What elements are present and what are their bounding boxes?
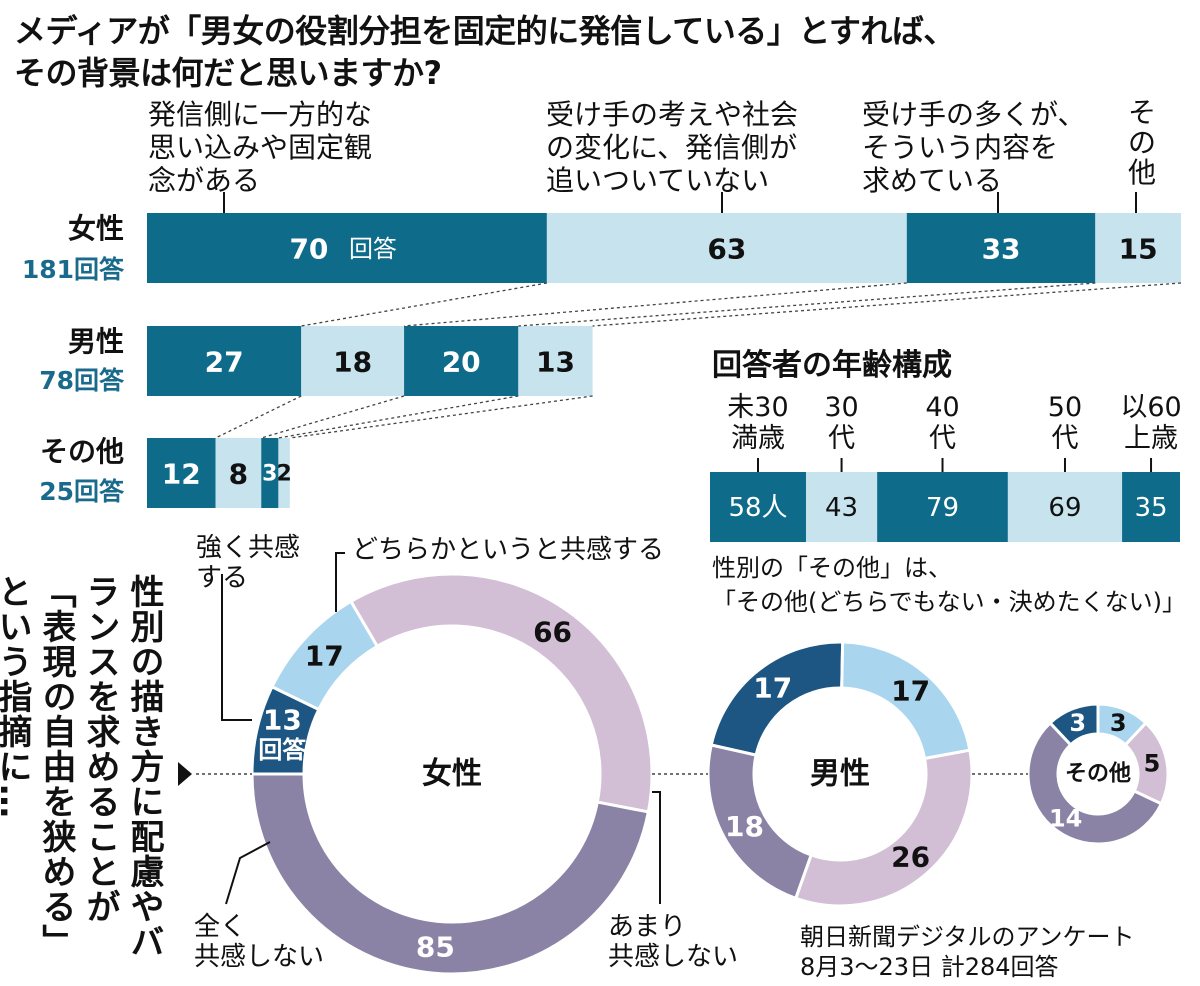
age-category-label-4: 以60 上歳 bbox=[1120, 392, 1182, 454]
row-count-male: 78回答 bbox=[39, 366, 124, 395]
age-bar-4 bbox=[1122, 472, 1180, 542]
source-note: 朝日新聞デジタルのアンケート 8月3〜23日 計284回答 bbox=[800, 923, 1135, 981]
question-vertical-text: 性別の描き方に配慮やバランスを求めることが「表現の自由を狭める」という指摘に… bbox=[0, 574, 164, 959]
age-bar-0 bbox=[710, 472, 806, 542]
donut-male-label-2: 26 bbox=[891, 841, 930, 874]
age-category-label-1: 30 代 bbox=[824, 392, 859, 454]
bar-female-2 bbox=[906, 213, 1096, 283]
donut-other-center-label: その他 bbox=[1065, 762, 1131, 787]
age-chart-title: 回答者の年齢構成 bbox=[712, 348, 952, 383]
row-name-female: 女性 bbox=[67, 212, 124, 245]
leader-line bbox=[221, 574, 252, 721]
bar-label-male-3: 13 bbox=[536, 346, 575, 379]
connector-line bbox=[261, 395, 405, 439]
age-bar-2 bbox=[877, 472, 1008, 542]
donut-male-label-3: 18 bbox=[725, 810, 764, 843]
bar-male-2 bbox=[404, 326, 519, 396]
row-count-other: 25回答 bbox=[39, 477, 124, 506]
bar-label-female-1: 63 bbox=[707, 233, 746, 266]
donut-other-label-0: 3 bbox=[1069, 709, 1086, 737]
age-bar-label-3: 69 bbox=[1048, 493, 1081, 523]
bar-female-3 bbox=[1095, 213, 1181, 283]
age-bar-3 bbox=[1007, 472, 1123, 542]
note-line-1: 性別の「その他」は、 bbox=[712, 554, 952, 582]
bar-label-other-1: 8 bbox=[229, 458, 248, 491]
connector-line bbox=[404, 282, 907, 327]
age-bar-label-4: 35 bbox=[1134, 493, 1167, 523]
bar-other-0 bbox=[147, 438, 216, 508]
age-bar-label-0: 58人 bbox=[728, 493, 787, 523]
donut-female-label-0: 回答 bbox=[258, 736, 307, 764]
bar-female-1 bbox=[546, 213, 907, 283]
bar-label-female-0: 70 bbox=[289, 233, 328, 266]
connector-line bbox=[301, 282, 548, 327]
connector-line bbox=[518, 282, 1096, 327]
donut-female-slice-3 bbox=[250, 772, 651, 976]
bar-female-0 bbox=[147, 213, 547, 283]
donut-male-center-label: 男性 bbox=[810, 757, 870, 792]
row-name-other: その他 bbox=[39, 435, 124, 468]
connector-line bbox=[289, 395, 593, 439]
connector-line bbox=[278, 395, 519, 439]
age-bar-1 bbox=[805, 472, 878, 542]
donut-female-label-3: 85 bbox=[416, 931, 455, 964]
donut-other-slice-3 bbox=[1026, 720, 1164, 846]
chart-subtitle: その背景は何だと思いますか? bbox=[14, 54, 442, 92]
bar-male-1 bbox=[301, 326, 405, 396]
donut-male-slice-3 bbox=[706, 743, 814, 901]
label-not-at-all: 全く 共感しない bbox=[194, 912, 325, 972]
donut-female-slice-2 bbox=[348, 572, 654, 814]
donut-other-label-2: 5 bbox=[1144, 750, 1161, 778]
bar-label-female-2: 33 bbox=[982, 233, 1021, 266]
bar-label-other-2: 3 bbox=[262, 462, 277, 487]
chart-title: メディアが「男女の役割分担を固定的に発信している」とすれば、 bbox=[14, 12, 955, 50]
bar-label-other-3: 2 bbox=[276, 462, 291, 487]
donut-other-label-3: 14 bbox=[1049, 804, 1082, 832]
bar-label-female-3: 15 bbox=[1119, 233, 1158, 266]
connector-line bbox=[215, 395, 302, 439]
category-label-0: 発信側に一方的な 思い込みや固定観 念がある bbox=[148, 98, 373, 197]
age-category-label-0: 未30 満歳 bbox=[727, 392, 789, 454]
bar-male-0 bbox=[147, 326, 302, 396]
age-category-label-3: 50 代 bbox=[1047, 392, 1083, 454]
leader-line bbox=[335, 552, 345, 612]
leader-line bbox=[225, 841, 271, 905]
bar-label-male-2: 20 bbox=[442, 346, 481, 379]
label-strongly-agree: 強く共感 する bbox=[196, 533, 301, 593]
pointer-arrow bbox=[178, 762, 192, 786]
row-count-female: 181回答 bbox=[21, 255, 124, 284]
age-bar-label-1: 43 bbox=[825, 493, 858, 523]
bar-other-3 bbox=[278, 438, 290, 508]
bar-other-1 bbox=[215, 438, 262, 508]
row-name-male: 男性 bbox=[67, 325, 124, 358]
donut-female-label-0: 13 bbox=[263, 704, 302, 737]
donut-male-label-1: 17 bbox=[891, 674, 930, 707]
bar-label-male-1: 18 bbox=[333, 346, 372, 379]
label-not-much: あまり 共感しない bbox=[608, 912, 739, 972]
label-somewhat-agree: どちらかというと共感する bbox=[352, 535, 665, 565]
donut-female-center-label: 女性 bbox=[422, 757, 482, 792]
bar-label-other-0: 12 bbox=[162, 458, 201, 491]
bar-other-2 bbox=[261, 438, 279, 508]
category-label-2: 受け手の多くが、 そういう内容を 求めている bbox=[862, 98, 1086, 197]
donut-other-label-1: 3 bbox=[1110, 709, 1127, 737]
leader-line bbox=[652, 791, 661, 904]
age-bar-label-2: 79 bbox=[926, 493, 959, 523]
donut-male-slice-2 bbox=[793, 748, 974, 908]
bar-label-male-0: 27 bbox=[205, 346, 244, 379]
category-label-1: 受け手の考えや社会 の変化に、発信側が 追いついていない bbox=[546, 98, 799, 197]
bar-label-suffix: 回答 bbox=[349, 235, 397, 263]
donut-male-label-0: 17 bbox=[753, 672, 792, 705]
note-line-2: 「その他(どちらでもない・決めたくない)」 bbox=[712, 588, 1187, 616]
connector-line bbox=[592, 282, 1182, 327]
bar-male-3 bbox=[518, 326, 593, 396]
donut-female-label-1: 17 bbox=[305, 639, 344, 672]
category-label-3: そ の 他 bbox=[1128, 96, 1157, 189]
age-category-label-2: 40 代 bbox=[925, 392, 960, 454]
donut-female-label-2: 66 bbox=[533, 615, 572, 648]
